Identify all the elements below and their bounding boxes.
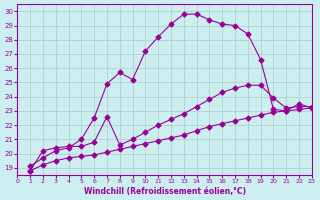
X-axis label: Windchill (Refroidissement éolien,°C): Windchill (Refroidissement éolien,°C): [84, 187, 245, 196]
